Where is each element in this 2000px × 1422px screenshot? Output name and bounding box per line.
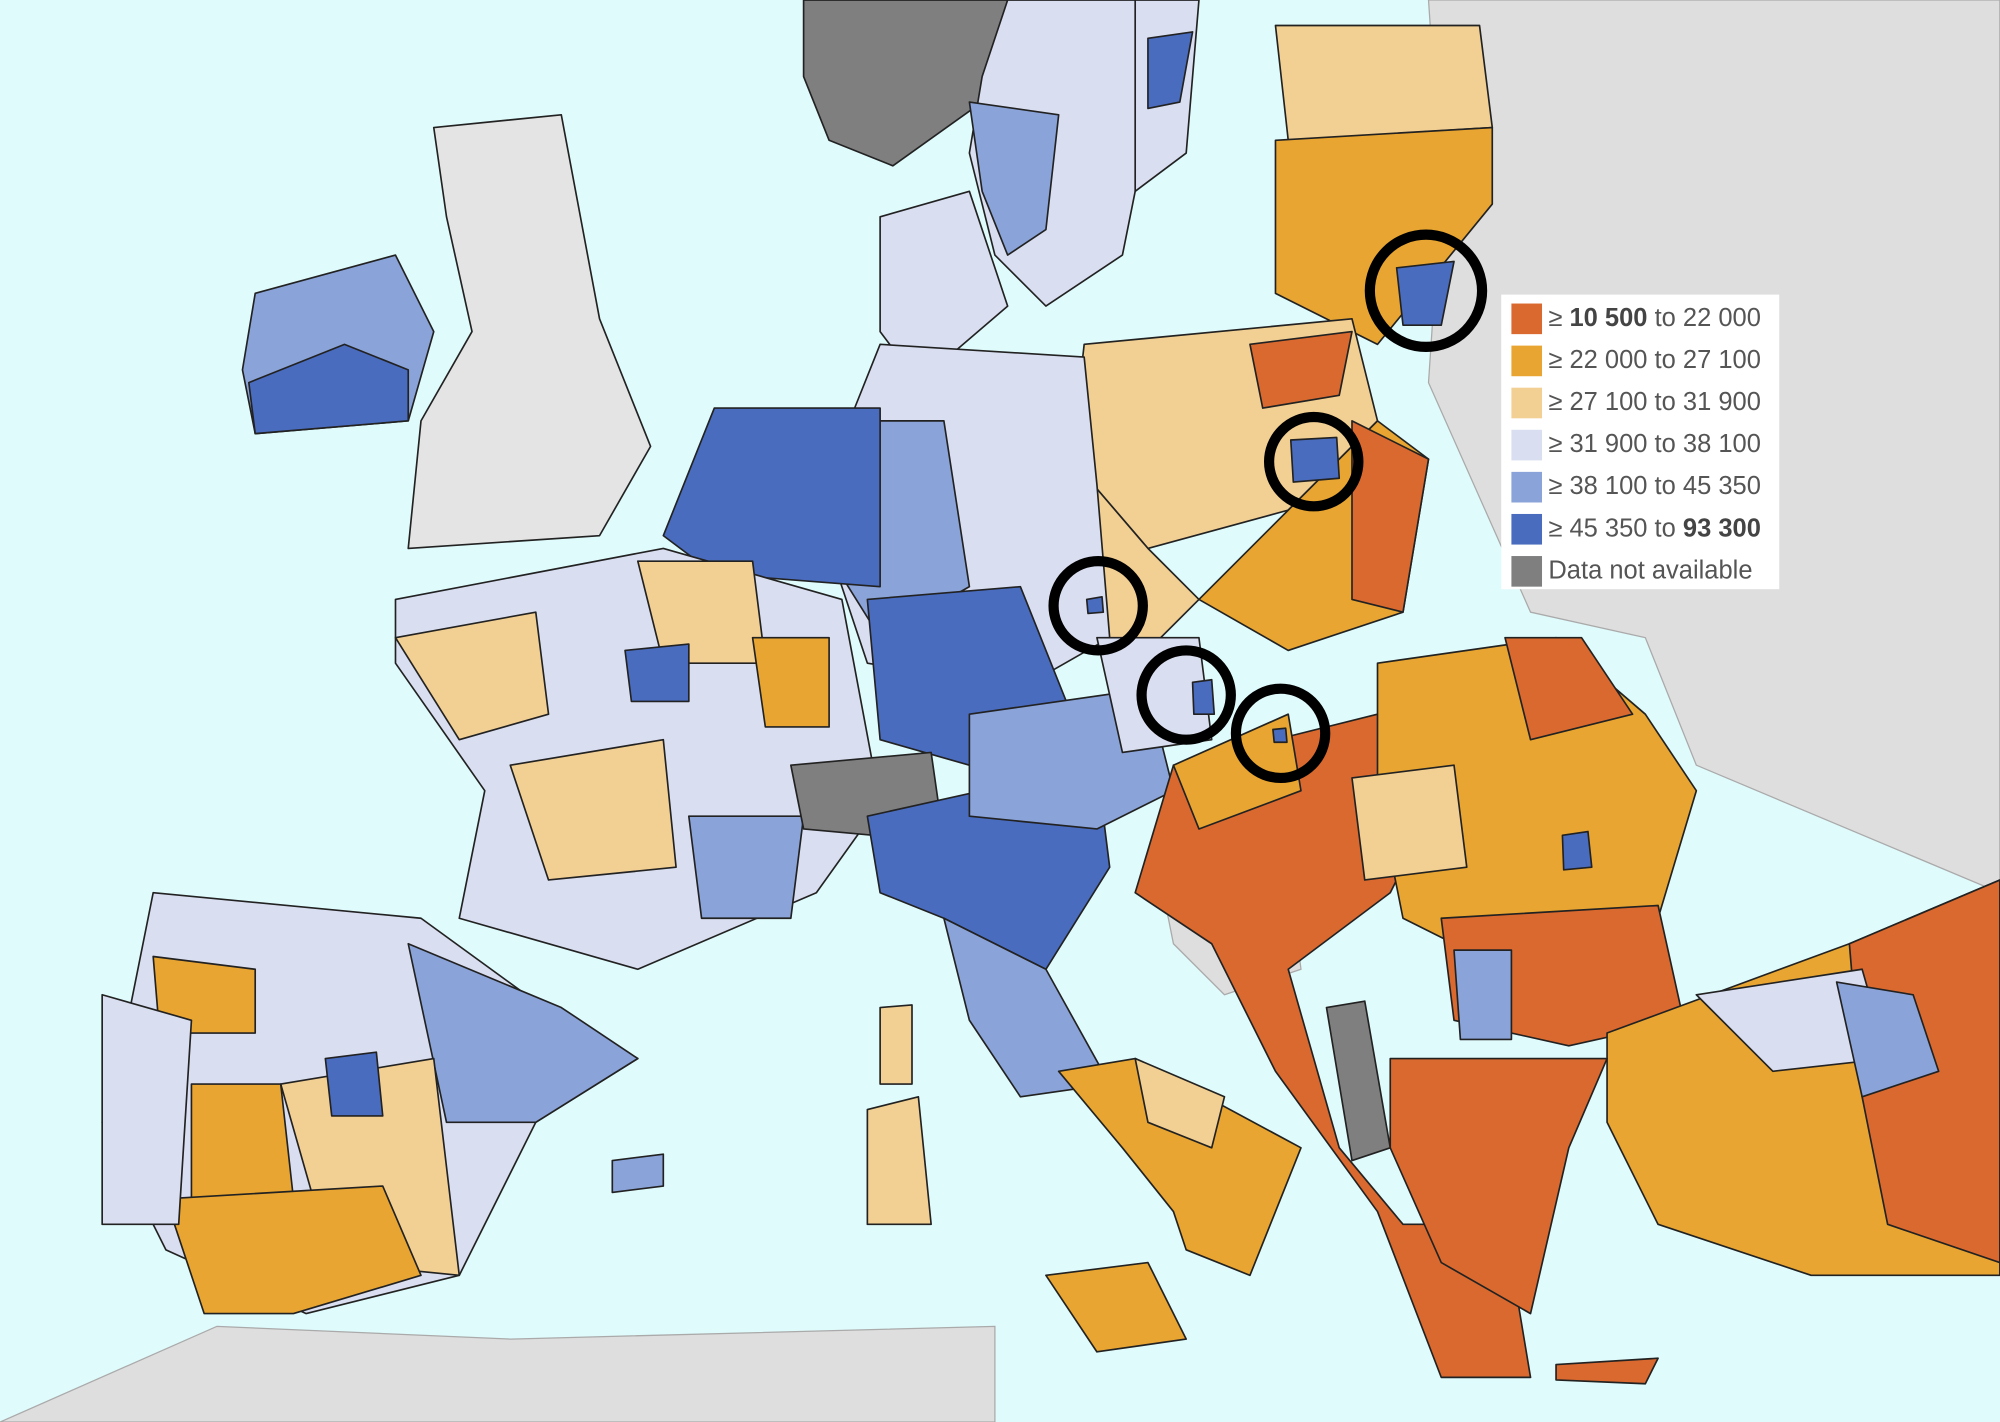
regions xyxy=(101,0,2000,1385)
legend-label-part: ≥ 38 100 to 45 350 xyxy=(1548,472,1761,500)
legend-label: ≥ 31 900 to 38 100 xyxy=(1548,430,1761,458)
legend-swatch xyxy=(1511,429,1543,461)
legend-label-part: to 22 000 xyxy=(1647,304,1760,332)
legend-swatch xyxy=(1511,556,1543,587)
legend-label: ≥ 45 350 to 93 300 xyxy=(1548,514,1761,542)
legend-label-part: ≥ xyxy=(1548,304,1569,332)
legend-label-part: ≥ 45 350 to xyxy=(1548,514,1683,542)
legend-swatch xyxy=(1511,303,1543,335)
legend-label: ≥ 38 100 to 45 350 xyxy=(1548,472,1761,500)
highlight-rings xyxy=(1048,229,1488,784)
legend-label: ≥ 27 100 to 31 900 xyxy=(1548,388,1761,416)
legend-label-part: ≥ 27 100 to 31 900 xyxy=(1548,388,1761,416)
legend-swatch xyxy=(1511,513,1543,545)
legend: ≥ 10 500 to 22 000 ≥ 22 000 to 27 100 ≥ 27… xyxy=(1501,294,1780,590)
legend-label-part: ≥ 31 900 to 38 100 xyxy=(1548,430,1761,458)
legend-swatch xyxy=(1511,345,1543,377)
legend-label: Data not available xyxy=(1548,556,1752,584)
legend-label: ≥ 10 500 to 22 000 xyxy=(1548,304,1761,332)
legend-label-part: Data not available xyxy=(1548,556,1752,584)
legend-label-part: 10 500 xyxy=(1569,304,1647,332)
legend-label-part: 93 300 xyxy=(1683,514,1761,542)
legend-swatch xyxy=(1511,387,1543,419)
legend-label: ≥ 22 000 to 27 100 xyxy=(1548,346,1761,374)
legend-box xyxy=(1501,294,1780,590)
legend-swatch xyxy=(1511,471,1543,503)
legend-label-part: ≥ 22 000 to 27 100 xyxy=(1548,346,1761,374)
